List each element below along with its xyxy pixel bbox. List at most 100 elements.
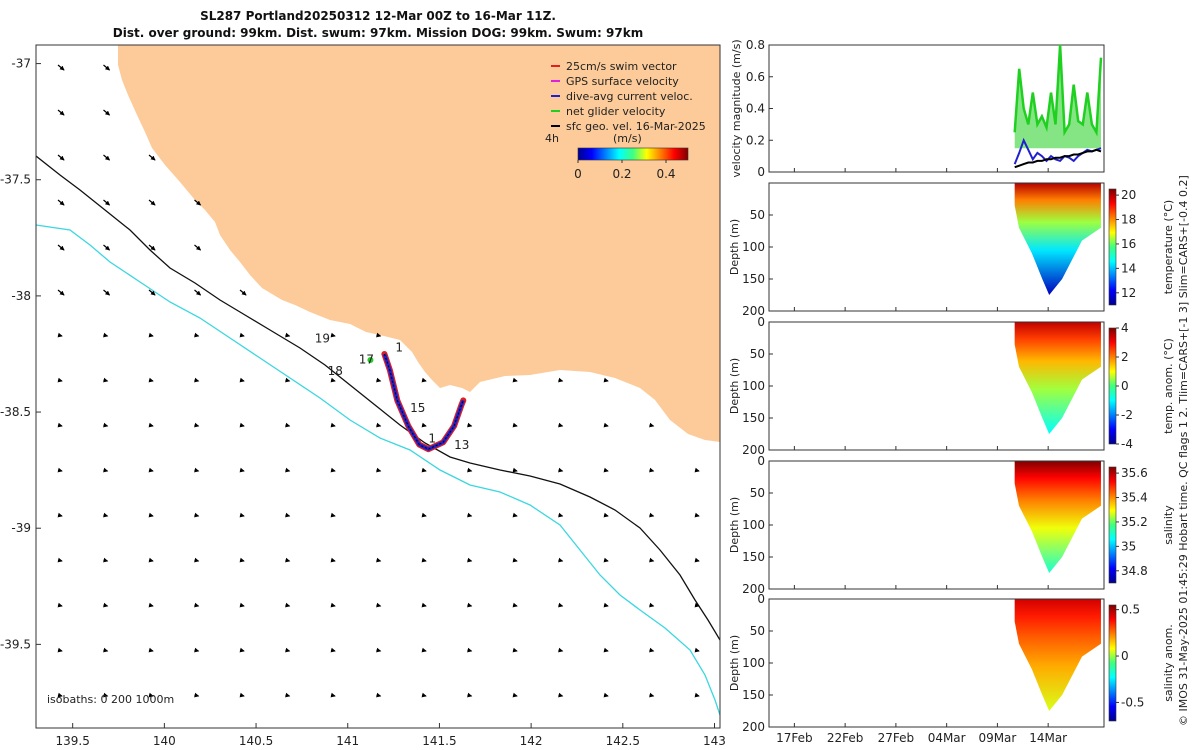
velocity-vector <box>57 289 65 296</box>
velocity-vector <box>57 64 65 71</box>
velocity-vector <box>239 289 247 296</box>
speed-colorbar <box>577 147 689 161</box>
x-tick-label: 143 <box>703 734 726 748</box>
velocity-vector <box>57 602 63 608</box>
velocity-vector <box>103 512 109 518</box>
y-tick-label: -39 <box>11 521 31 535</box>
velocity-vector <box>603 692 609 698</box>
velocity-vector <box>194 647 200 653</box>
velocity-vector <box>148 244 156 251</box>
profile-colorbar <box>1108 604 1117 722</box>
depth-ylabel: Depth (m) <box>728 497 741 553</box>
colorbar-tick-label: 34.8 <box>1121 564 1148 578</box>
velocity-vector <box>57 244 65 251</box>
velocity-vector <box>103 244 111 251</box>
depth-tick-label: 150 <box>742 411 765 425</box>
velocity-vector <box>194 512 200 518</box>
colorbar-tick-label: 14 <box>1121 261 1136 275</box>
depth-ylabel: Depth (m) <box>728 219 741 275</box>
velocity-vector <box>57 154 65 161</box>
velocity-vector <box>512 692 518 698</box>
velocity-vector <box>285 602 291 608</box>
velocity-vector <box>694 602 700 608</box>
velocity-vector <box>103 154 111 161</box>
velocity-vector <box>603 647 609 653</box>
velocity-vector <box>285 377 291 383</box>
velocity-vector <box>603 557 609 563</box>
legend-item-label: dive-avg current veloc. <box>566 90 693 103</box>
colorbar-tick-label: 18 <box>1121 213 1136 227</box>
profile-colorbar <box>1108 466 1117 584</box>
velocity-vector <box>558 467 564 473</box>
velocity-vector <box>376 512 382 518</box>
velocity-vector <box>285 332 291 338</box>
velocity-vector <box>330 332 336 338</box>
time-tick-label: 14Mar <box>1029 731 1067 745</box>
velocity-vector <box>194 692 200 698</box>
depth-tick-label: 0 <box>757 592 765 606</box>
velocity-vector <box>421 602 427 608</box>
colorbar-tick-label: 12 <box>1121 286 1136 300</box>
x-tick-label: 142 <box>520 734 543 748</box>
velocity-vector <box>649 692 655 698</box>
track-label: 19 <box>315 331 330 345</box>
colorbar-tick-label: 16 <box>1121 237 1136 251</box>
velocity-vector <box>376 602 382 608</box>
velocity-vector <box>649 422 655 428</box>
profile-section <box>1014 461 1101 573</box>
velocity-vector <box>330 422 336 428</box>
velocity-vector <box>194 199 202 206</box>
velocity-vector <box>103 557 109 563</box>
velocity-vector <box>376 647 382 653</box>
depth-tick-label: 50 <box>750 624 765 638</box>
depth-tick-label: 150 <box>742 550 765 564</box>
velocity-vector <box>103 647 109 653</box>
depth-tick-label: 100 <box>742 656 765 670</box>
velocity-vector <box>467 422 473 428</box>
velocity-vector <box>285 467 291 473</box>
colorbar-tick-label: 0 <box>574 167 582 181</box>
velocity-vector <box>603 467 609 473</box>
velocity-vector <box>285 692 291 698</box>
velocity-vector <box>694 467 700 473</box>
profile-section <box>1014 322 1101 434</box>
velocity-vector <box>467 692 473 698</box>
velocity-vector <box>239 332 245 338</box>
velocity-vector <box>376 692 382 698</box>
velocity-series-line <box>1013 137 1102 165</box>
velocity-vector <box>467 467 473 473</box>
velocity-tick-label: 0.4 <box>746 102 765 116</box>
velocity-vector <box>194 377 200 383</box>
velocity-vector <box>148 332 154 338</box>
velocity-tick-label: 0.2 <box>746 133 765 147</box>
velocity-vector <box>57 377 63 383</box>
velocity-vector <box>148 289 156 296</box>
velocity-vector <box>649 602 655 608</box>
velocity-vector <box>376 377 382 383</box>
time-tick-label: 27Feb <box>878 731 915 745</box>
x-tick-label: 141.5 <box>422 734 456 748</box>
x-tick-label: 139.5 <box>55 734 89 748</box>
colorbar-label: salinity anom. <box>1162 624 1175 702</box>
x-tick-label: 140.5 <box>239 734 273 748</box>
velocity-vector <box>558 602 564 608</box>
velocity-vector <box>512 602 518 608</box>
velocity-vector <box>649 467 655 473</box>
profile-panel: 0 50 100 150 200 Depth (m) -4 -2 0 2 4 temp. anom. … <box>728 315 1175 457</box>
velocity-vector <box>603 377 609 383</box>
velocity-vector <box>330 512 336 518</box>
velocity-tick-label: 0 <box>757 165 765 179</box>
velocity-vector <box>467 647 473 653</box>
surface-velocity-vectors <box>57 64 700 698</box>
velocity-vector <box>239 422 245 428</box>
velocity-vector <box>194 602 200 608</box>
velocity-vector <box>421 377 427 383</box>
profile-panel: 0 50 100 150 200 Depth (m) 34.8 35 35.2 35.4 35.6 s… <box>728 454 1175 596</box>
x-tick-label: 140 <box>153 734 176 748</box>
colorbar-tick-label: 35 <box>1121 539 1136 553</box>
x-tick-label: 142.5 <box>606 734 640 748</box>
velocity-series-line <box>1014 148 1102 169</box>
track-label: 18 <box>328 364 343 378</box>
